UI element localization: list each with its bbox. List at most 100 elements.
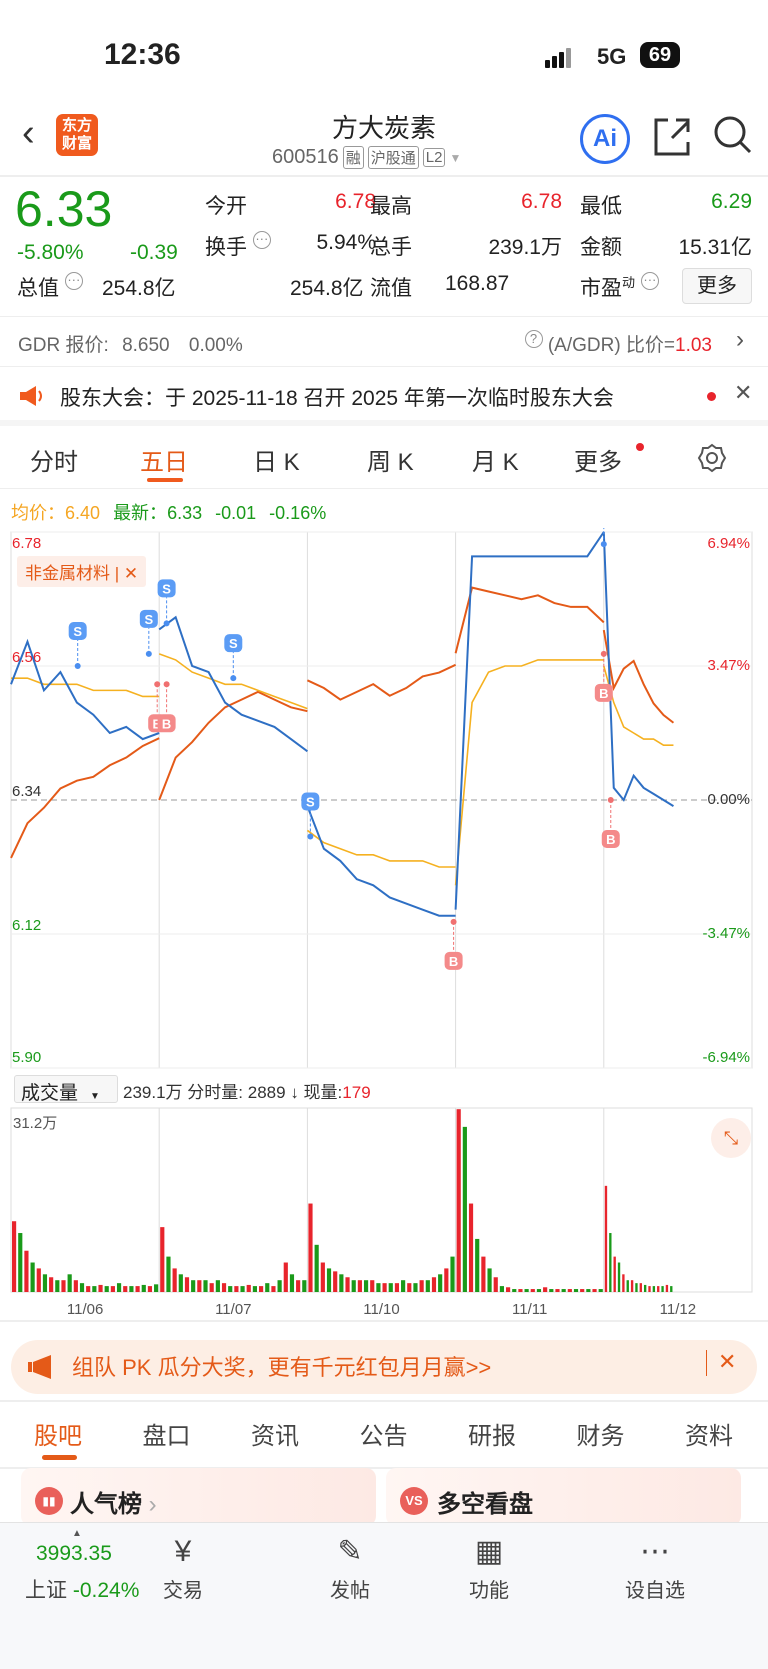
chart-tab[interactable]: 周 K — [367, 449, 414, 476]
gdr-row[interactable]: GDR 报价: 8.650 0.00% — [18, 330, 243, 357]
help-icon: ? — [524, 330, 543, 348]
buy-signal[interactable] — [157, 714, 176, 733]
volume-bar — [30, 1262, 35, 1292]
bull-bear-label[interactable]: 多空看盘 — [437, 1491, 533, 1518]
volume-bar — [657, 1286, 660, 1292]
notice-text[interactable]: 股东大会：于 2025-11-18 召开 2025 年第一次临时股东大会 — [60, 387, 614, 410]
bottom-item-icon: ⋯ — [640, 1535, 670, 1568]
volume-bar — [320, 1262, 325, 1292]
promo-text[interactable]: 组队 PK 瓜分大奖，更有千元红包月月赢>> — [72, 1355, 492, 1380]
bottom-item[interactable]: ⋯ 设自选 — [605, 1530, 705, 1603]
sell-signal[interactable] — [224, 634, 243, 653]
content-tab[interactable]: 财务 — [576, 1423, 625, 1450]
buy-signal[interactable] — [444, 951, 463, 970]
sell-signal[interactable] — [139, 609, 158, 628]
volume-bar — [555, 1289, 560, 1292]
sector-line — [10, 737, 160, 859]
volume-bar — [561, 1289, 566, 1292]
volume-selector[interactable]: 成交量 ▼ — [14, 1075, 118, 1104]
tick-label: 分时量: — [187, 1083, 244, 1102]
volume-bar — [549, 1289, 554, 1292]
volume-bar — [401, 1280, 406, 1292]
ratio-value: 1.03 — [675, 335, 712, 356]
more-quote-button[interactable]: 更多 — [682, 268, 752, 304]
volume-bar — [283, 1262, 288, 1292]
sell-signal[interactable] — [68, 622, 87, 640]
volume-bar — [166, 1256, 171, 1292]
volume-bar — [376, 1283, 381, 1292]
index-value[interactable]: 3993.35 — [36, 1542, 112, 1565]
x-axis-label: 11/07 — [215, 1301, 251, 1318]
sector-line — [602, 629, 675, 724]
signal-label: B — [153, 716, 162, 731]
price-chart[interactable]: 6.78 6.56 6.34 6.12 5.90 6.94% 3.47% 0.00% -3.47… — [0, 528, 768, 1073]
volume-bar — [487, 1268, 492, 1292]
signal-label: S — [229, 636, 238, 651]
volume-bar — [92, 1286, 97, 1292]
content-tab[interactable]: 公告 — [359, 1423, 408, 1450]
settings-icon[interactable] — [697, 443, 727, 473]
volume-bar — [609, 1233, 612, 1292]
signal-label: B — [449, 954, 458, 969]
bull-bear-card[interactable] — [386, 1468, 741, 1526]
volume-bar — [252, 1286, 257, 1292]
chart-tab[interactable]: 五日 — [140, 449, 188, 476]
sell-signal[interactable] — [157, 579, 176, 598]
chart-tab[interactable]: 分时 — [30, 449, 78, 476]
volume-bar — [302, 1280, 307, 1292]
volume-bar — [493, 1277, 498, 1292]
buy-signal[interactable] — [594, 683, 613, 702]
content-tab[interactable]: 研报 — [468, 1423, 516, 1450]
volume-bar — [475, 1238, 480, 1292]
volume-bar — [116, 1283, 122, 1292]
field-label: 最高 — [370, 195, 412, 218]
search-icon[interactable] — [712, 114, 754, 158]
stock-code-row[interactable]: 600516 融 沪股通 L2 ▼ — [272, 146, 461, 169]
volume-bar — [265, 1283, 270, 1292]
bottom-bar — [0, 1522, 768, 1669]
chevron-right-icon[interactable]: › — [736, 326, 744, 353]
volume-bar — [444, 1268, 449, 1292]
volume-bar — [234, 1286, 239, 1292]
volume-bar — [481, 1256, 486, 1292]
gdr-ratio[interactable]: ? (A/GDR) 比价=1.03 — [524, 330, 712, 357]
sector-tag[interactable]: 非金属材料 | ✕ — [17, 556, 147, 587]
content-tab[interactable]: 盘口 — [142, 1423, 191, 1450]
volume-chart[interactable]: 31.2万 11/06 11/07 11/10 11/11 11/12 — [0, 1104, 768, 1324]
content-tab[interactable]: 资料 — [685, 1423, 733, 1450]
popularity-label[interactable]: 人气榜 › — [70, 1491, 157, 1518]
close-promo-icon[interactable]: ✕ — [718, 1349, 737, 1374]
close-icon[interactable]: ✕ — [734, 380, 753, 405]
index-change[interactable]: 上证 -0.24% — [25, 1574, 139, 1604]
volume-bar — [586, 1289, 591, 1292]
now-volume: 179 — [342, 1083, 371, 1102]
volume-bar — [61, 1280, 66, 1292]
volume-bar — [394, 1283, 400, 1292]
chart-tab[interactable]: 更多 — [574, 449, 622, 476]
chart-tab[interactable]: 月 K — [472, 449, 519, 476]
volume-bar — [512, 1289, 517, 1292]
up-arrow-icon: ▲ — [72, 1528, 82, 1539]
volume-frame — [10, 1107, 753, 1293]
ai-button[interactable]: Ai — [580, 114, 630, 164]
price-line — [602, 531, 674, 807]
signal-label: B — [162, 716, 171, 731]
content-tab[interactable]: 股吧 — [34, 1423, 82, 1450]
popularity-card[interactable] — [21, 1468, 376, 1526]
bottom-item[interactable]: ✎ 发帖 — [300, 1530, 400, 1603]
current-price: 6.33 — [15, 181, 113, 237]
volume-bar — [240, 1286, 245, 1292]
content-tab[interactable]: 资讯 — [251, 1423, 299, 1450]
ratio-label: (A/GDR) 比价= — [547, 335, 676, 356]
bottom-item[interactable]: ▦ 功能 — [439, 1530, 539, 1603]
sell-signal[interactable] — [301, 792, 320, 811]
expand-icon[interactable]: ⤡ — [711, 1118, 751, 1158]
volume-bar — [191, 1280, 196, 1292]
promo-banner[interactable] — [11, 1340, 757, 1394]
bottom-item[interactable]: ¥ 交易 — [133, 1530, 233, 1603]
signal-label: S — [162, 581, 171, 596]
buy-signal[interactable] — [601, 830, 620, 848]
share-icon[interactable] — [652, 116, 692, 158]
chart-tab[interactable]: 日 K — [253, 449, 300, 476]
back-icon[interactable]: ‹ — [22, 112, 35, 154]
